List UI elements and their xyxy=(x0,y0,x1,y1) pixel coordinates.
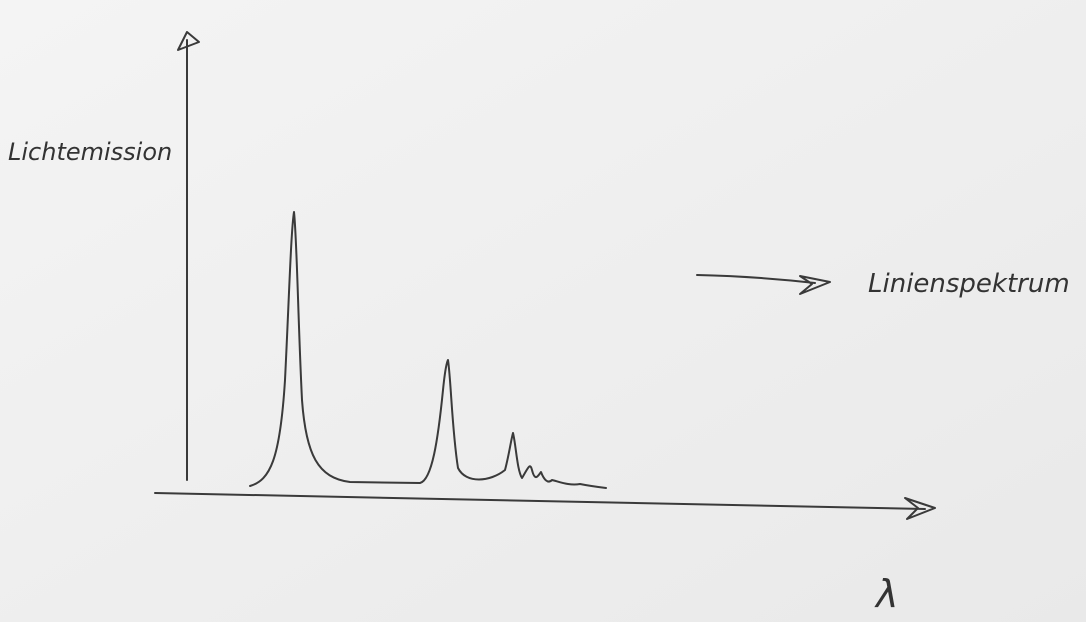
x-axis-label: λ xyxy=(874,572,899,616)
paper xyxy=(0,0,1086,622)
sketch: Lichtemission Linienspektrum λ xyxy=(0,0,1086,622)
y-axis-label: Lichtemission xyxy=(8,138,172,166)
annotation-label: Linienspektrum xyxy=(868,269,1070,299)
page: {"y_axis_label": "Lichtemission", "x_axi… xyxy=(0,0,1086,622)
